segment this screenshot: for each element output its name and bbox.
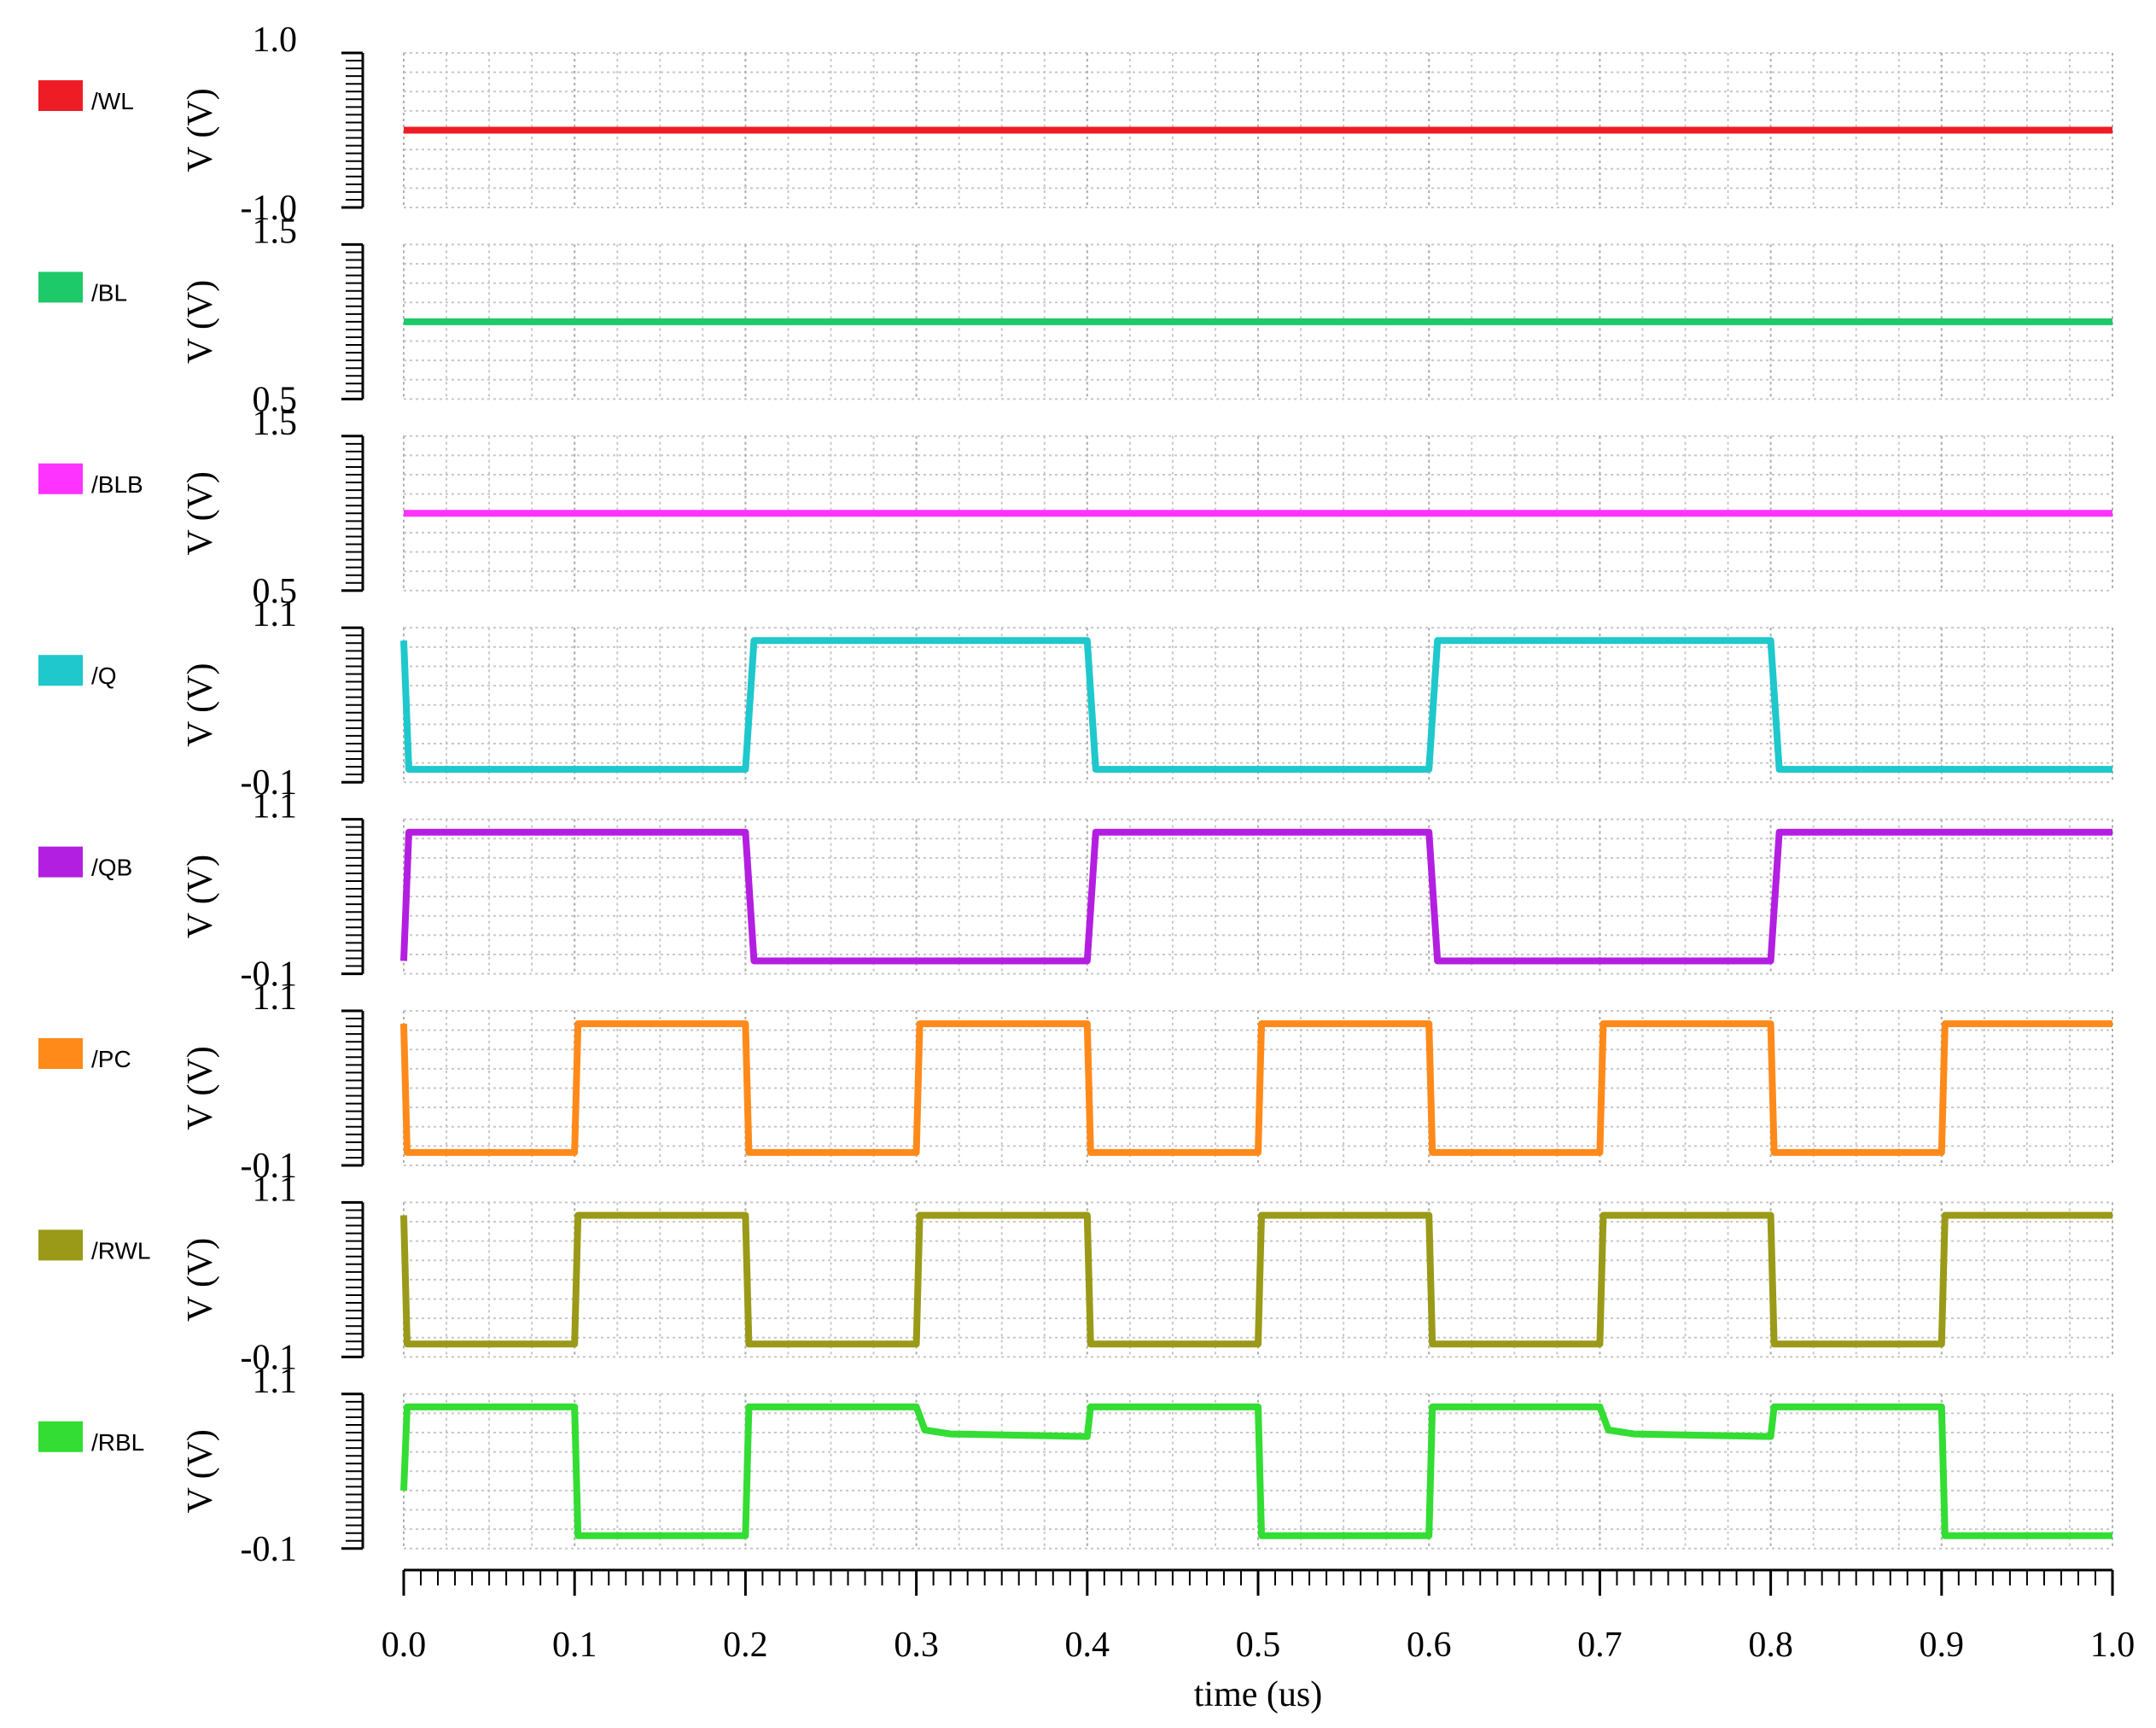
waveform [400,828,2112,965]
x-tick-label: 0.8 [1748,1626,1793,1665]
y-axis-label: V (V) [181,471,220,555]
y-tick-label: 0.5 [253,572,298,611]
y-tick-label: 1.0 [253,20,298,60]
y-axis-label: V (V) [181,1046,220,1130]
y-tick-label: -0.1 [241,955,298,995]
x-tick-label: 0.3 [894,1626,939,1665]
y-tick-label: 1.1 [253,978,298,1018]
x-tick-label: 0.2 [723,1626,768,1665]
y-tick-label: -0.1 [241,1530,298,1569]
waveform [400,1020,2112,1156]
x-tick-label: 0.9 [1920,1626,1965,1665]
legend-label: /RWL [91,1237,151,1264]
legend-label: /QB [91,855,132,881]
y-tick-label: 1.1 [253,787,298,826]
legend-swatch [38,80,83,111]
waveform [400,637,2112,774]
x-tick-label: 0.4 [1065,1626,1110,1665]
legend-label: /PC [91,1046,131,1072]
legend-label: /WL [91,88,134,114]
waveform [400,1211,2112,1348]
y-axis-label: V (V) [181,855,220,938]
legend-label: /BLB [91,471,143,498]
y-axis-label: V (V) [181,1429,220,1513]
y-tick-label: -0.1 [241,1147,298,1186]
x-tick-label: 0.5 [1236,1626,1281,1665]
y-tick-label: -0.1 [241,1338,298,1377]
y-axis-label: V (V) [181,1238,220,1322]
x-tick-label: 0.7 [1577,1626,1623,1665]
x-tick-label: 0.0 [382,1626,427,1665]
x-tick-label: 0.1 [552,1626,597,1665]
y-tick-label: 1.5 [253,404,298,443]
y-tick-label: 1.1 [253,595,298,634]
legend-swatch [38,846,83,878]
y-tick-label: -1.0 [241,189,298,228]
y-tick-label: 0.5 [253,380,298,419]
legend-swatch [38,1038,83,1069]
y-tick-label: 1.5 [253,212,298,251]
legend-label: /BL [91,279,127,306]
legend-swatch [38,1421,83,1452]
x-tick-label: 0.6 [1407,1626,1452,1665]
y-axis-label: V (V) [181,88,220,172]
y-axis-label: V (V) [181,663,220,747]
y-tick-label: 1.1 [253,1362,298,1401]
legend-swatch [38,463,83,494]
y-tick-label: 1.1 [253,1170,298,1209]
legend-label: /Q [91,663,117,689]
legend-swatch [38,655,83,686]
y-tick-label: -0.1 [241,763,298,803]
legend-swatch [38,271,83,303]
x-axis-label: time (us) [1194,1675,1322,1714]
x-tick-label: 1.0 [2090,1626,2136,1665]
y-axis-label: V (V) [181,280,220,364]
legend-label: /RBL [91,1429,144,1456]
waveform [400,1403,2112,1539]
legend-swatch [38,1229,83,1261]
